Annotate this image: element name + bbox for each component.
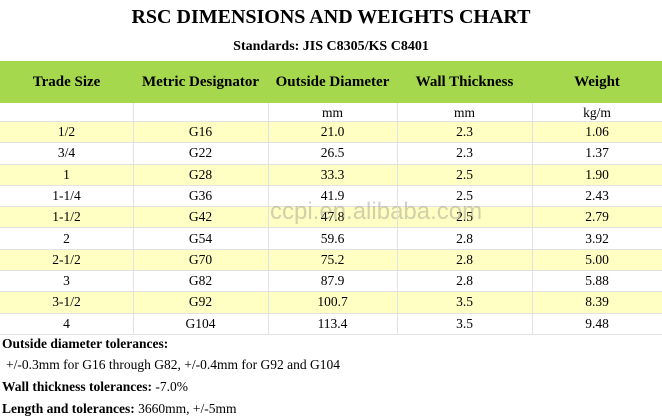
table-row: 1-1/4 G36 41.9 2.5 2.43 (0, 185, 662, 208)
table-row: 3 G82 87.9 2.8 5.88 (0, 271, 662, 293)
table-cell: 3.5 (456, 315, 473, 331)
note-label: Wall thickness tolerances: (2, 379, 152, 394)
header-row: Trade Size Metric Designator Outside Diame… (0, 61, 662, 103)
table-row: 1 G28 33.3 2.5 1.90 (0, 164, 662, 186)
table-cell: 3 (63, 273, 70, 289)
standards: Standards: JIS C8305/KS C8401 (233, 39, 429, 54)
note-text: -7.0% (155, 379, 188, 394)
table-cell: 2.43 (585, 187, 609, 203)
table-cell: 2.8 (456, 273, 473, 289)
table-row: 2-1/2 G70 75.2 2.8 5.00 (0, 249, 662, 272)
table-cell: 3.5 (456, 294, 473, 310)
column-divider (133, 103, 134, 335)
unit: mm (321, 105, 343, 120)
table-row: 1/2 G16 21.0 2.3 1.06 (0, 122, 662, 144)
table-cell: 2.79 (585, 209, 609, 225)
table-cell: G92 (188, 294, 213, 310)
table-cell: 2.3 (456, 145, 473, 161)
unit: kg/m (583, 105, 611, 120)
note-title: Outside diameter tolerances: (2, 336, 169, 351)
table-cell: 2.8 (456, 251, 473, 267)
table-cell: 2.5 (456, 166, 473, 182)
table-cell: 21.0 (320, 124, 345, 139)
table-cell: 3/4 (57, 145, 76, 161)
column-header: Metric Designator (141, 74, 260, 90)
table-cell: 113.4 (317, 315, 348, 331)
unit: mm (453, 105, 475, 120)
table-cell: 5.88 (585, 273, 609, 289)
table-cell: 1/2 (57, 124, 76, 139)
column-divider (268, 103, 269, 335)
table-cell: 2-1/2 (52, 251, 81, 267)
note-label: Length and tolerances: (2, 401, 135, 416)
note-text: 3660mm, +/-5mm (138, 401, 237, 416)
column-header: Outside Diameter (275, 74, 390, 90)
table-cell: G104 (185, 315, 216, 331)
table-cell: G36 (188, 187, 213, 203)
table-row: 2 G54 59.6 2.8 3.92 (0, 228, 662, 250)
table-cell: 75.2 (320, 251, 345, 267)
table-cell: 1.90 (585, 166, 609, 182)
table-cell: 2 (63, 230, 70, 246)
note: Length and tolerances: 3660mm, +/-5mm (2, 401, 237, 417)
note: Wall thickness tolerances: -7.0% (2, 379, 188, 395)
table-cell: 2.5 (456, 187, 473, 203)
units-row: mm mm kg/m (0, 103, 662, 122)
watermark: ccpi.en.alibaba.com (270, 198, 483, 225)
table-cell: 59.6 (320, 230, 345, 246)
table-cell: 1-1/4 (52, 187, 81, 203)
table-row: 1-1/2 G42 47.8 2.5 2.79 (0, 207, 662, 229)
table-cell: G22 (188, 145, 213, 161)
table-cell: 2.8 (456, 230, 473, 246)
table-cell: G82 (188, 273, 213, 289)
table-cell: 1 (63, 166, 70, 182)
column-header: Weight (574, 74, 620, 90)
note-text: +/-0.3mm for G16 through G82, +/-0.4mm f… (6, 357, 340, 372)
table-cell: G42 (188, 209, 213, 225)
table-cell: G54 (188, 230, 213, 246)
table-cell: 1.06 (585, 124, 609, 139)
table-cell: 4 (63, 315, 70, 331)
table-cell: 100.7 (317, 294, 348, 310)
table-cell: 8.39 (585, 294, 609, 310)
table-cell: G28 (188, 166, 213, 182)
column-divider (532, 103, 533, 335)
table-cell: 2.3 (456, 124, 473, 139)
table-cell: 26.5 (320, 145, 345, 161)
title: RSC DIMENSIONS AND WEIGHTS CHART (131, 6, 531, 28)
table-cell: 3.92 (585, 230, 609, 246)
table-cell: 41.9 (320, 187, 345, 203)
column-header: Wall Thickness (415, 74, 514, 90)
table-cell: 1-1/2 (52, 209, 81, 225)
table-cell: 3-1/2 (52, 294, 81, 310)
table-cell: 5.00 (585, 251, 609, 267)
table-row: 3/4 G22 26.5 2.3 1.37 (0, 143, 662, 165)
table-cell: G16 (188, 124, 213, 139)
column-divider (397, 103, 398, 335)
column-header: Trade Size (32, 74, 101, 90)
table-row: 4 G104 113.4 3.5 9.48 (0, 313, 662, 335)
table-cell: 2.5 (456, 209, 473, 225)
table-cell: 9.48 (585, 315, 609, 331)
table-cell: 47.8 (320, 209, 345, 225)
table-row: 3-1/2 G92 100.7 3.5 8.39 (0, 292, 662, 314)
table-cell: 33.3 (320, 166, 345, 182)
table-cell: G70 (188, 251, 213, 267)
table-cell: 1.37 (585, 145, 609, 161)
table-cell: 87.9 (320, 273, 345, 289)
